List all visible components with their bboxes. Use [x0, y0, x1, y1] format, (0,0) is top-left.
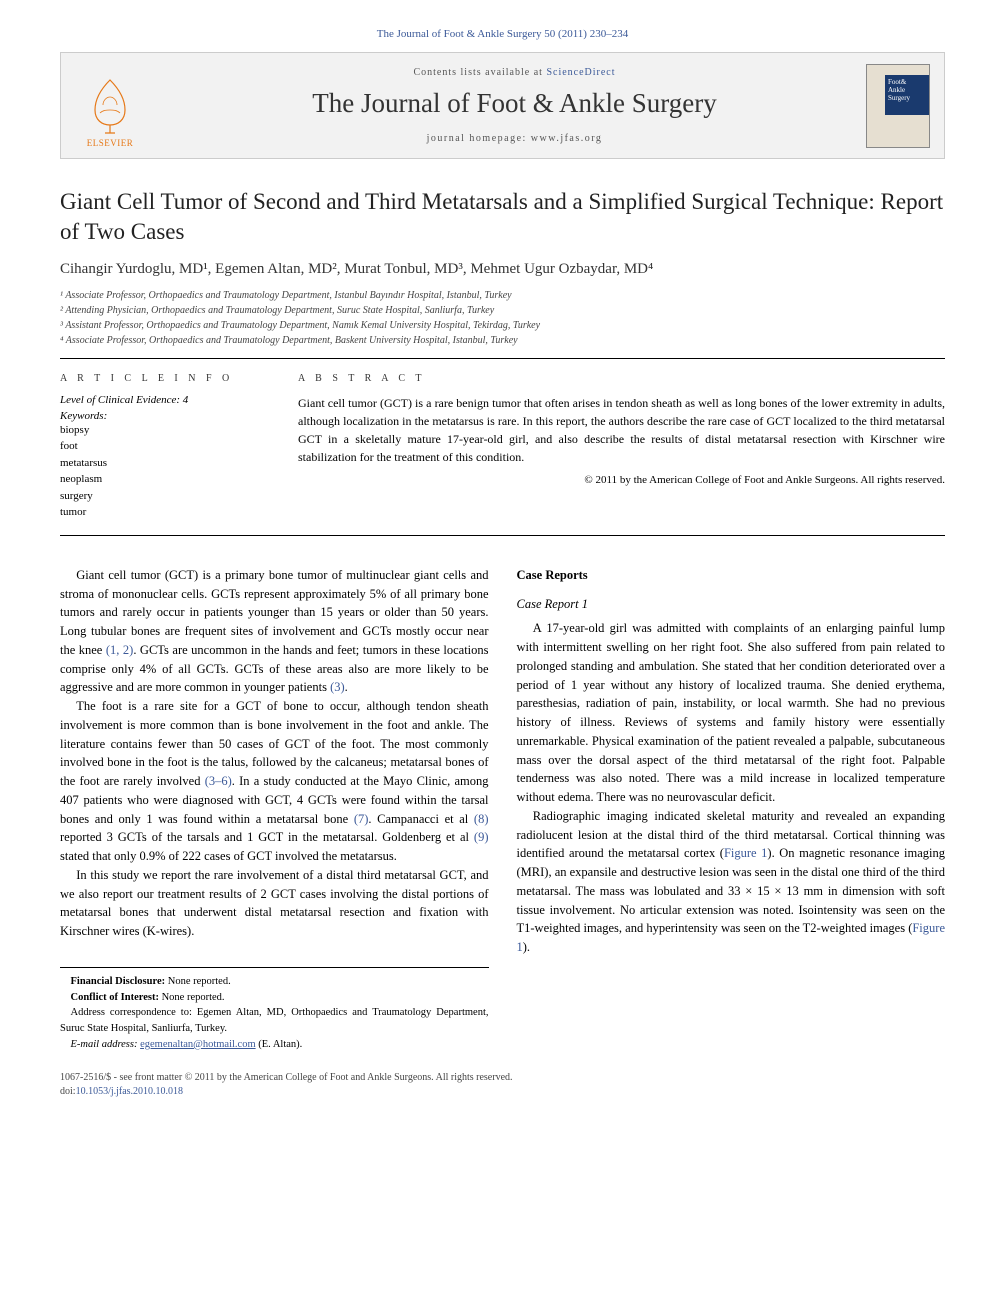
body-text: . Campanacci et al: [368, 812, 474, 826]
footnotes-block: Financial Disclosure: None reported. Con…: [60, 967, 489, 1053]
body-paragraph: The foot is a rare site for a GCT of bon…: [60, 697, 489, 866]
body-text: stated that only 0.9% of 222 cases of GC…: [60, 849, 397, 863]
conflict-of-interest: Conflict of Interest: None reported.: [60, 990, 489, 1006]
section-heading-case-reports: Case Reports: [517, 566, 946, 585]
article-meta-row: A R T I C L E I N F O Level of Clinical …: [60, 358, 945, 521]
citation-link[interactable]: (7): [354, 812, 369, 826]
article-info-block: A R T I C L E I N F O Level of Clinical …: [60, 358, 270, 521]
journal-name: The Journal of Foot & Ankle Surgery: [163, 88, 866, 119]
front-matter-line: 1067-2516/$ - see front matter © 2011 by…: [60, 1071, 945, 1085]
contents-available-line: Contents lists available at ScienceDirec…: [163, 67, 866, 78]
homepage-url: www.jfas.org: [531, 133, 603, 144]
citation-link[interactable]: (1, 2): [106, 643, 133, 657]
doi-link[interactable]: 10.1053/j.jfas.2010.10.018: [76, 1086, 184, 1097]
correspondence: Address correspondence to: Egemen Altan,…: [60, 1005, 489, 1037]
doi-prefix: doi:: [60, 1086, 76, 1097]
email-link[interactable]: egemenaltan@hotmail.com: [140, 1039, 256, 1050]
coi-label: Conflict of Interest:: [71, 992, 159, 1003]
meta-divider: [60, 535, 945, 536]
article-page: Giant Cell Tumor of Second and Third Met…: [0, 187, 1005, 1139]
affiliations: ¹ Associate Professor, Orthopaedics and …: [60, 288, 945, 348]
abstract-label: A B S T R A C T: [298, 373, 945, 384]
running-header: The Journal of Foot & Ankle Surgery 50 (…: [0, 0, 1005, 52]
contents-prefix: Contents lists available at: [413, 67, 546, 78]
article-body: Giant cell tumor (GCT) is a primary bone…: [60, 566, 945, 1053]
cover-line2: Ankle: [888, 86, 926, 94]
keyword: biopsy: [60, 422, 270, 439]
body-text: reported 3 GCTs of the tarsals and 1 GCT…: [60, 830, 474, 844]
affiliation-1: ¹ Associate Professor, Orthopaedics and …: [60, 288, 945, 303]
keyword: surgery: [60, 488, 270, 505]
subsection-case-1: Case Report 1: [517, 595, 946, 614]
body-text: .: [345, 680, 348, 694]
fd-label: Financial Disclosure:: [71, 976, 166, 987]
article-title: Giant Cell Tumor of Second and Third Met…: [60, 187, 945, 247]
body-paragraph: Radiographic imaging indicated skeletal …: [517, 807, 946, 957]
citation-link[interactable]: (8): [474, 812, 489, 826]
journal-homepage-line: journal homepage: www.jfas.org: [163, 133, 866, 144]
email-suffix: (E. Altan).: [256, 1039, 303, 1050]
financial-disclosure: Financial Disclosure: None reported.: [60, 974, 489, 990]
abstract-text: Giant cell tumor (GCT) is a rare benign …: [298, 394, 945, 466]
body-paragraph: Giant cell tumor (GCT) is a primary bone…: [60, 566, 489, 697]
doi-line: doi:10.1053/j.jfas.2010.10.018: [60, 1085, 945, 1099]
citation-link[interactable]: (3): [330, 680, 345, 694]
figure-link[interactable]: Figure 1: [724, 846, 767, 860]
affiliation-4: ⁴ Associate Professor, Orthopaedics and …: [60, 333, 945, 348]
keywords-label: Keywords:: [60, 410, 270, 422]
masthead-center: Contents lists available at ScienceDirec…: [163, 67, 866, 144]
fd-text: None reported.: [165, 976, 231, 987]
email-line: E-mail address: egemenaltan@hotmail.com …: [60, 1037, 489, 1053]
affiliation-2: ² Attending Physician, Orthopaedics and …: [60, 303, 945, 318]
elsevier-tree-icon: [85, 75, 135, 135]
journal-masthead: ELSEVIER Contents lists available at Sci…: [60, 52, 945, 159]
citation-link[interactable]: (9): [474, 830, 489, 844]
body-paragraph: In this study we report the rare involve…: [60, 866, 489, 941]
keyword: foot: [60, 438, 270, 455]
journal-cover-thumbnail: Foot& Ankle Surgery: [866, 64, 930, 148]
article-info-label: A R T I C L E I N F O: [60, 373, 270, 384]
keywords-list: biopsy foot metatarsus neoplasm surgery …: [60, 422, 270, 521]
author-list: Cihangir Yurdoglu, MD¹, Egemen Altan, MD…: [60, 261, 945, 278]
keyword: neoplasm: [60, 471, 270, 488]
keyword: tumor: [60, 504, 270, 521]
publisher-name: ELSEVIER: [87, 138, 134, 148]
cover-line3: Surgery: [888, 94, 926, 102]
sciencedirect-link[interactable]: ScienceDirect: [546, 67, 615, 78]
homepage-prefix: journal homepage:: [427, 133, 531, 144]
page-footer: 1067-2516/$ - see front matter © 2011 by…: [60, 1071, 945, 1099]
body-text: ).: [523, 940, 530, 954]
abstract-block: A B S T R A C T Giant cell tumor (GCT) i…: [298, 358, 945, 521]
coi-text: None reported.: [159, 992, 225, 1003]
publisher-logo: ELSEVIER: [75, 63, 145, 148]
body-paragraph: A 17-year-old girl was admitted with com…: [517, 619, 946, 807]
email-label: E-mail address:: [71, 1039, 141, 1050]
keyword: metatarsus: [60, 455, 270, 472]
cover-title-band: Foot& Ankle Surgery: [885, 75, 929, 115]
cover-line1: Foot&: [888, 78, 926, 86]
evidence-level: Level of Clinical Evidence: 4: [60, 394, 270, 406]
citation-link[interactable]: (3–6): [205, 774, 232, 788]
affiliation-3: ³ Assistant Professor, Orthopaedics and …: [60, 318, 945, 333]
abstract-copyright: © 2011 by the American College of Foot a…: [298, 474, 945, 486]
